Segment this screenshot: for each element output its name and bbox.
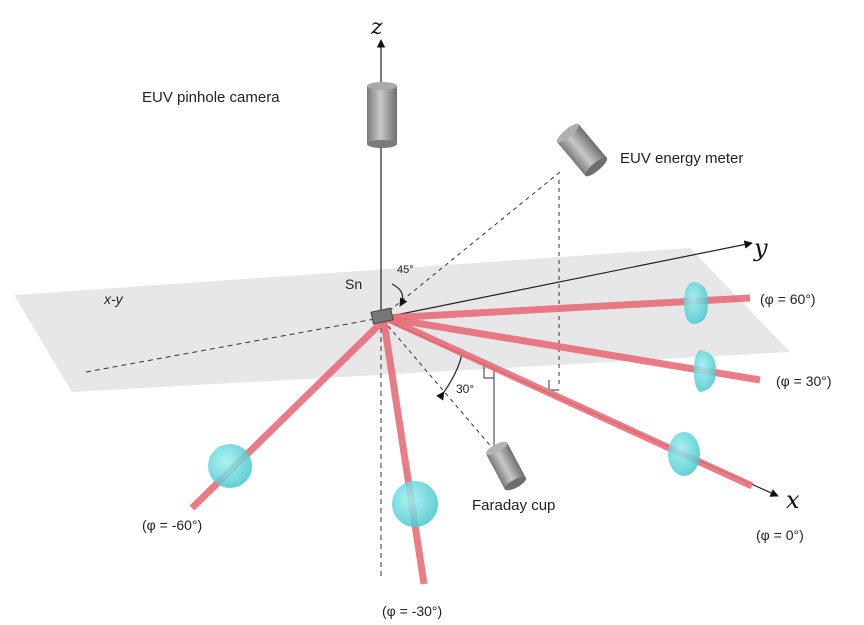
x-axis-label: x [786,486,800,514]
pinhole-camera-body [367,86,397,144]
phi-label-60: (φ = 60°) [760,291,816,307]
lens-phi-minus-60 [208,444,252,488]
elevation-angle-label: 45° [397,264,414,276]
lens-phi-0 [668,432,700,476]
right-angle-mark-energy-meter [548,380,559,391]
phi-label-30: (φ = 30°) [776,373,832,389]
right-angle-mark-faraday [483,362,494,379]
y-axis [380,240,753,319]
sn-label: Sn [345,276,362,292]
lenses [208,282,716,527]
plane-label: x-y [103,291,124,307]
elevation-angle-arc [391,283,408,307]
energy-meter-body [557,124,607,176]
phi-label-minus-30: (φ = -30°) [382,603,442,619]
energy-meter-top [556,123,579,143]
sn-target [370,307,394,325]
pinhole-camera [367,82,397,148]
faraday-cup-top [485,441,508,455]
faraday-cup [485,441,527,491]
beam-phi-minus-30 [380,321,428,585]
energy-meter-label: EUV energy meter [620,150,743,167]
energy-meter-bottom [585,157,608,177]
faraday-cup-body [486,442,526,490]
phi-label-0: (φ = 0°) [756,527,804,543]
x-axis-dashed-extension [85,317,381,373]
phi-label-minus-60: (φ = -60°) [142,517,202,533]
y-axis-label: y [753,234,768,262]
faraday-cup-bottom [504,477,527,491]
energy-meter [556,123,608,177]
faraday-cup-label: Faraday cup [472,497,555,514]
lens-phi-minus-30 [392,481,438,527]
lens-phi-60 [684,282,708,324]
pinhole-camera-bottom [367,140,397,148]
energy-meter-direction-line [382,171,561,317]
azimuth-angle-arc [436,353,463,401]
z-axis-label: z [370,15,383,40]
azimuth-angle-label: 30° [456,382,474,396]
pinhole-camera-top [367,82,397,90]
lens-phi-30 [694,350,716,392]
pinhole-camera-label: EUV pinhole camera [142,89,280,106]
